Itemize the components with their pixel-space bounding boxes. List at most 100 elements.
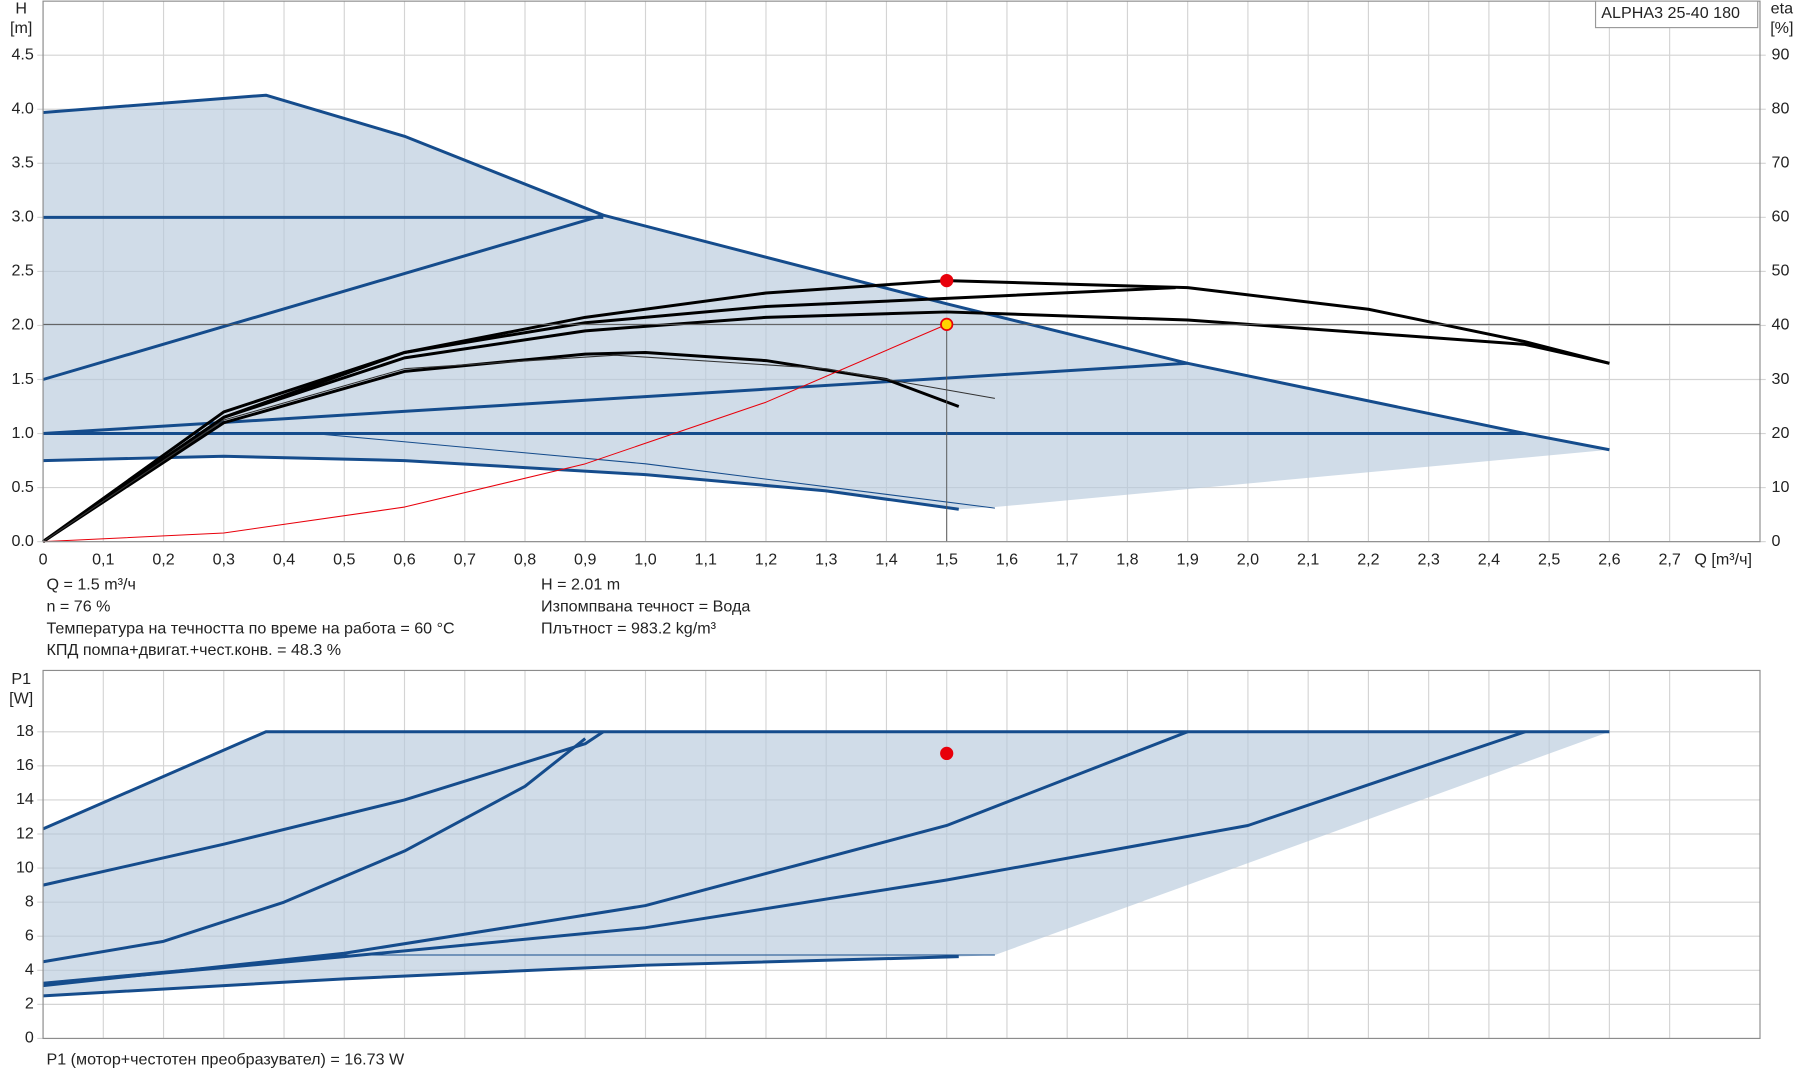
curve xyxy=(42,310,1610,543)
x-tick-label: 0,1 xyxy=(92,550,114,568)
curve xyxy=(42,279,1610,543)
title-box xyxy=(1594,0,1759,29)
y2-axis-label: eta xyxy=(1771,0,1793,17)
y-tick-label: 6 xyxy=(25,926,34,944)
x-tick-label: 1,8 xyxy=(1116,550,1138,568)
info-text: n = 76 % xyxy=(47,597,111,615)
curve xyxy=(314,433,995,509)
x-tick-label: 1,2 xyxy=(755,550,777,568)
y-axis-unit: [W] xyxy=(9,689,33,707)
y-tick-label: 3.0 xyxy=(11,208,33,226)
x-tick-label: 0,5 xyxy=(333,550,355,568)
y-tick-label: 4 xyxy=(25,961,34,979)
y-tick-label: 3.5 xyxy=(11,154,33,172)
y2-tick-label: 60 xyxy=(1772,208,1790,226)
operating-range xyxy=(43,731,1610,996)
x-tick-label: 0,7 xyxy=(454,550,476,568)
y-axis-label: P1 xyxy=(11,670,31,688)
info-text: Изпомпвана течност = Вода xyxy=(541,597,750,615)
y-tick-label: 2.5 xyxy=(11,262,33,280)
x-tick-label: 2,3 xyxy=(1417,550,1439,568)
x-tick-label: 2,6 xyxy=(1598,550,1620,568)
operating-point xyxy=(940,273,954,288)
y2-tick-label: 80 xyxy=(1772,100,1790,118)
y2-tick-label: 50 xyxy=(1772,262,1790,280)
curve xyxy=(42,286,1176,543)
y-tick-label: 14 xyxy=(16,790,34,808)
y-tick-label: 4.0 xyxy=(11,100,33,118)
y-axis-unit: [m] xyxy=(10,19,32,37)
info-text: Температура на течността по време на раб… xyxy=(47,619,456,637)
curve xyxy=(42,730,1526,986)
y-tick-label: 2 xyxy=(25,995,34,1013)
x-tick-label: 0,4 xyxy=(273,550,295,568)
info-text: P1 (мотор+честотен преобразувател) = 16.… xyxy=(47,1051,405,1069)
y-tick-label: 1.0 xyxy=(11,424,33,442)
info-text: КПД помпа+двигат.+чест.конв. = 48.3 % xyxy=(47,641,342,659)
curve xyxy=(42,730,1610,831)
y-tick-label: 2.0 xyxy=(11,316,33,334)
y-tick-label: 0 xyxy=(25,1029,34,1047)
x-tick-label: 2,2 xyxy=(1357,550,1379,568)
x-tick-label: 2,7 xyxy=(1658,550,1680,568)
y-tick-label: 18 xyxy=(16,722,34,740)
info-text: Плътност = 983.2 kg/m³ xyxy=(541,619,717,637)
operating-point xyxy=(940,746,954,761)
curve xyxy=(42,350,960,543)
y-tick-label: 10 xyxy=(16,858,34,876)
x-tick-label: 1,7 xyxy=(1056,550,1078,568)
x-tick-label: 1,1 xyxy=(695,550,717,568)
x-tick-label: 2,0 xyxy=(1237,550,1259,568)
x-tick-label: 1,0 xyxy=(634,550,656,568)
y2-tick-label: 40 xyxy=(1772,316,1790,334)
curve xyxy=(42,955,959,998)
x-tick-label: 2,5 xyxy=(1538,550,1560,568)
curve xyxy=(42,93,1610,452)
y2-tick-label: 30 xyxy=(1772,370,1790,388)
curve xyxy=(42,213,604,381)
curve xyxy=(43,454,959,511)
x-tick-label: 0,8 xyxy=(514,550,536,568)
operating-point xyxy=(940,317,954,331)
x-axis-label: Q [m³/ч] xyxy=(1694,550,1752,568)
y-tick-label: 16 xyxy=(16,756,34,774)
operating-range xyxy=(43,95,1610,510)
info-text: H = 2.01 m xyxy=(541,576,620,594)
y-tick-label: 0.0 xyxy=(11,532,33,550)
x-tick-label: 0,3 xyxy=(213,550,235,568)
x-tick-label: 0,2 xyxy=(152,550,174,568)
curve xyxy=(42,361,1188,436)
x-tick-label: 1,3 xyxy=(815,550,837,568)
curve xyxy=(42,354,995,543)
curve xyxy=(43,954,995,983)
x-tick-label: 2,4 xyxy=(1478,550,1500,568)
y2-tick-label: 10 xyxy=(1772,478,1790,496)
y2-axis-unit: [%] xyxy=(1770,19,1793,37)
y-axis-label: H xyxy=(15,0,27,17)
curve xyxy=(42,730,605,887)
plot-frame xyxy=(42,669,1761,1040)
y2-tick-label: 90 xyxy=(1772,45,1790,63)
x-tick-label: 0 xyxy=(39,550,48,568)
curve xyxy=(43,323,947,543)
x-tick-label: 1,5 xyxy=(936,550,958,568)
y-tick-label: 0.5 xyxy=(11,478,33,496)
x-tick-label: 1,4 xyxy=(875,550,897,568)
y-tick-label: 12 xyxy=(16,824,34,842)
x-tick-label: 1,9 xyxy=(1176,550,1198,568)
info-text: Q = 1.5 m³/ч xyxy=(47,576,136,594)
plot-frame xyxy=(42,0,1761,543)
y2-tick-label: 0 xyxy=(1772,532,1781,550)
curve xyxy=(42,737,587,964)
x-tick-label: 1,6 xyxy=(996,550,1018,568)
x-tick-label: 0,9 xyxy=(574,550,596,568)
y2-tick-label: 20 xyxy=(1772,424,1790,442)
y-tick-label: 1.5 xyxy=(11,370,33,388)
x-tick-label: 2,1 xyxy=(1297,550,1319,568)
x-tick-label: 0,6 xyxy=(393,550,415,568)
y-tick-label: 4.5 xyxy=(11,45,33,63)
chart-title: ALPHA3 25-40 180 xyxy=(1601,4,1740,22)
y-tick-label: 8 xyxy=(25,892,34,910)
y2-tick-label: 70 xyxy=(1772,154,1790,172)
